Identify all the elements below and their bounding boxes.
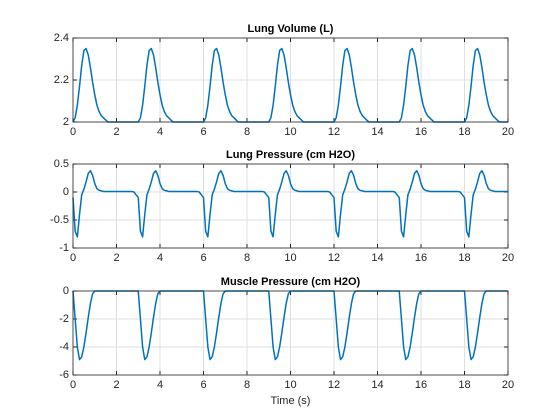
y-tick-label: -2: [59, 313, 69, 325]
x-tick-label: 8: [244, 379, 250, 391]
x-tick-label: 10: [284, 252, 296, 264]
x-tick-label: 16: [415, 379, 427, 391]
x-tick-label: 20: [502, 252, 514, 264]
y-tick-label: 0.5: [54, 158, 69, 170]
x-tick-label: 10: [284, 379, 296, 391]
x-tick-label: 12: [328, 252, 340, 264]
x-tick-label: 6: [200, 379, 206, 391]
subplot-title: Muscle Pressure (cm H2O): [221, 276, 361, 288]
x-tick-label: 4: [157, 379, 163, 391]
y-tick-label: 0: [63, 186, 69, 198]
y-tick-label: 0: [63, 285, 69, 297]
x-tick-label: 0: [70, 379, 76, 391]
x-tick-label: 14: [371, 379, 383, 391]
x-tick-label: 18: [458, 126, 470, 138]
y-tick-label: -0.5: [50, 214, 69, 226]
subplot-title: Lung Volume (L): [248, 23, 334, 35]
x-tick-label: 6: [200, 252, 206, 264]
x-tick-label: 4: [157, 252, 163, 264]
x-tick-label: 12: [328, 126, 340, 138]
y-tick-label: 2: [63, 116, 69, 128]
x-tick-label: 18: [458, 252, 470, 264]
y-tick-label: -6: [59, 369, 69, 381]
x-tick-label: 16: [415, 252, 427, 264]
y-tick-label: -1: [59, 242, 69, 254]
x-tick-label: 0: [70, 126, 76, 138]
subplot-title: Lung Pressure (cm H2O): [226, 149, 355, 161]
x-tick-label: 14: [371, 252, 383, 264]
axes-box: [72, 290, 509, 376]
x-tick-label: 0: [70, 252, 76, 264]
axes-box: [72, 37, 509, 123]
x-tick-label: 4: [157, 126, 163, 138]
x-tick-label: 8: [244, 252, 250, 264]
x-tick-label: 6: [200, 126, 206, 138]
x-tick-label: 20: [502, 126, 514, 138]
x-tick-label: 16: [415, 126, 427, 138]
y-tick-label: -4: [59, 341, 69, 353]
x-tick-label: 2: [113, 252, 119, 264]
x-tick-label: 8: [244, 126, 250, 138]
x-tick-label: 12: [328, 379, 340, 391]
y-tick-label: 2.4: [54, 32, 69, 44]
x-axis-label: Time (s): [271, 395, 311, 407]
x-tick-label: 10: [284, 126, 296, 138]
data-line: [72, 169, 508, 238]
x-tick-label: 2: [113, 126, 119, 138]
y-tick-label: 2.2: [54, 74, 69, 86]
x-tick-label: 20: [502, 379, 514, 391]
x-tick-label: 2: [113, 379, 119, 391]
axes-box: [72, 163, 509, 249]
x-tick-label: 14: [371, 126, 383, 138]
x-tick-label: 18: [458, 379, 470, 391]
